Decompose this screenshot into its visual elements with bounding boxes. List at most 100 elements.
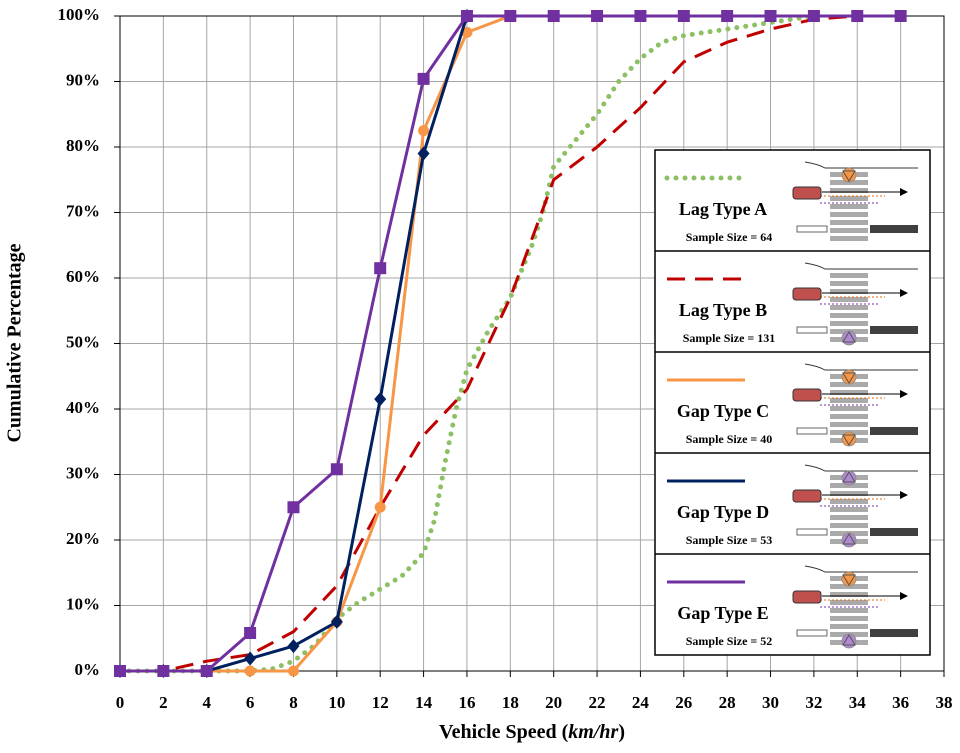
legend-label: Gap Type E — [677, 603, 768, 623]
marker — [201, 665, 213, 677]
crosswalk-stripe — [830, 236, 868, 241]
marker — [244, 652, 256, 666]
legend-sample-size: Sample Size = 52 — [686, 634, 773, 648]
y-tick-label: 40% — [66, 398, 100, 417]
x-tick-label: 30 — [762, 693, 779, 712]
crosswalk-stripe — [830, 523, 868, 528]
crosswalk-stripe — [830, 608, 868, 613]
y-tick-label: 90% — [66, 70, 100, 89]
crosswalk-stripe — [830, 204, 868, 209]
y-tick-label: 80% — [66, 136, 100, 155]
marker — [895, 10, 907, 22]
car — [793, 591, 821, 603]
legend-label: Gap Type D — [677, 502, 769, 522]
y-tick-label: 70% — [66, 201, 100, 220]
x-axis-title-part: Vehicle Speed ( — [439, 721, 569, 743]
crosswalk-stripe — [830, 515, 868, 520]
x-tick-label: 14 — [415, 693, 433, 712]
marker — [765, 10, 777, 22]
marker — [808, 10, 820, 22]
crosswalk-stripe — [830, 220, 868, 225]
pedestrian-circle — [842, 331, 856, 345]
x-tick-label: 38 — [936, 693, 953, 712]
marker — [245, 666, 256, 677]
x-tick-label: 20 — [545, 693, 562, 712]
x-tick-label: 10 — [328, 693, 345, 712]
car — [793, 490, 821, 502]
marker — [375, 502, 386, 513]
median-hatch — [797, 226, 827, 232]
median-hatch — [797, 428, 827, 434]
x-tick-label: 0 — [116, 693, 125, 712]
x-axis-title: Vehicle Speed (km/hr) — [439, 721, 625, 743]
marker — [851, 10, 863, 22]
x-tick-label: 16 — [458, 693, 475, 712]
crosswalk-stripe — [830, 281, 868, 286]
marker — [461, 10, 473, 22]
x-axis-title-unit: km/hr — [568, 721, 618, 743]
marker — [634, 10, 646, 22]
median-bar — [870, 528, 918, 536]
legend-sample-size: Sample Size = 53 — [686, 533, 773, 547]
legend-sample-size: Sample Size = 131 — [683, 331, 776, 345]
crosswalk-stripe — [830, 305, 868, 310]
crosswalk-stripe — [830, 297, 868, 302]
median-bar — [870, 427, 918, 435]
marker — [678, 10, 690, 22]
legend-label: Lag Type B — [679, 300, 767, 320]
x-tick-label: 2 — [159, 693, 168, 712]
marker — [287, 639, 299, 653]
crosswalk-stripe — [830, 422, 868, 427]
x-tick-label: 26 — [675, 693, 692, 712]
legend-sample-size: Sample Size = 64 — [686, 230, 773, 244]
legend-label: Gap Type C — [677, 401, 769, 421]
x-tick-label: 32 — [805, 693, 822, 712]
crosswalk-stripe — [830, 273, 868, 278]
pedestrian-circle — [842, 572, 856, 586]
median-bar — [870, 629, 918, 637]
x-tick-label: 22 — [589, 693, 606, 712]
median-hatch — [797, 529, 827, 535]
pedestrian-circle — [842, 168, 856, 182]
marker — [504, 10, 516, 22]
x-tick-label: 18 — [502, 693, 519, 712]
car — [793, 389, 821, 401]
crosswalk-stripe — [830, 414, 868, 419]
crosswalk-stripe — [830, 212, 868, 217]
marker — [157, 665, 169, 677]
y-tick-label: 0% — [75, 660, 101, 679]
marker — [721, 10, 733, 22]
marker — [548, 10, 560, 22]
x-axis-title-part: ) — [618, 721, 625, 743]
x-tick-label: 34 — [849, 693, 867, 712]
crosswalk-stripe — [830, 616, 868, 621]
crosswalk-stripe — [830, 228, 868, 233]
median-hatch — [797, 630, 827, 636]
crosswalk-stripe — [830, 406, 868, 411]
y-axis-title: Cumulative Percentage — [4, 243, 26, 442]
car — [793, 187, 821, 199]
median-hatch — [797, 327, 827, 333]
marker — [418, 73, 430, 85]
x-tick-label: 36 — [892, 693, 909, 712]
crosswalk-stripe — [830, 398, 868, 403]
marker — [331, 463, 343, 475]
chart: Cumulative Percentage Vehicle Speed (km/… — [0, 0, 960, 753]
crosswalk-stripe — [830, 313, 868, 318]
marker — [287, 501, 299, 513]
marker — [374, 262, 386, 274]
y-tick-label: 60% — [66, 267, 100, 286]
marker — [418, 125, 429, 136]
marker — [288, 666, 299, 677]
y-tick-label: 10% — [66, 594, 100, 613]
x-tick-label: 4 — [202, 693, 211, 712]
x-tick-label: 24 — [632, 693, 650, 712]
marker — [244, 627, 256, 639]
median-bar — [870, 225, 918, 233]
marker — [374, 392, 386, 406]
car — [793, 288, 821, 300]
x-tick-label: 12 — [372, 693, 389, 712]
crosswalk-stripe — [830, 507, 868, 512]
crosswalk-stripe — [830, 600, 868, 605]
median-bar — [870, 326, 918, 334]
